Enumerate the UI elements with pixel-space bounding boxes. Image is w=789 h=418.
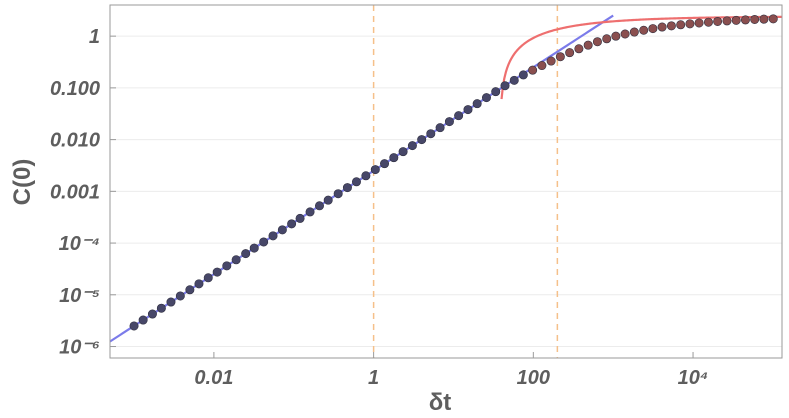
- data-point: [740, 15, 750, 25]
- data-point: [657, 22, 667, 32]
- y-tick-label: 10⁻⁴: [59, 233, 100, 255]
- data-point: [417, 135, 427, 145]
- data-point: [565, 48, 575, 58]
- data-point: [444, 117, 454, 127]
- data-point: [175, 291, 185, 301]
- data-point: [648, 24, 658, 34]
- data-point: [212, 267, 222, 277]
- data-point: [491, 87, 501, 97]
- data-point: [389, 153, 399, 163]
- data-point: [629, 27, 639, 37]
- data-point: [185, 285, 195, 295]
- data-point: [703, 17, 713, 27]
- data-point: [268, 231, 278, 241]
- data-point: [370, 165, 380, 175]
- data-point: [509, 75, 519, 85]
- data-point: [166, 297, 176, 307]
- data-point: [147, 309, 157, 319]
- data-point: [472, 99, 482, 109]
- x-tick-label: 1: [368, 367, 379, 389]
- data-point: [713, 16, 723, 26]
- data-point: [592, 37, 602, 47]
- data-point: [295, 213, 305, 223]
- data-point: [333, 189, 343, 199]
- fit-curves: [109, 14, 783, 343]
- y-tick-label: 10⁻⁵: [59, 285, 100, 307]
- x-ticks: 0.01 1 100 10⁴: [194, 352, 708, 389]
- x-tick-label: 10⁴: [678, 367, 709, 389]
- y-tick-label: 0.010: [50, 130, 100, 152]
- data-point: [407, 141, 417, 151]
- data-point: [305, 207, 315, 217]
- data-point: [750, 14, 760, 24]
- data-point: [342, 183, 352, 193]
- data-point: [203, 273, 213, 283]
- data-point: [759, 14, 769, 24]
- data-point: [602, 34, 612, 44]
- y-tick-label: 0.100: [50, 78, 100, 100]
- data-point: [129, 321, 139, 331]
- data-point: [277, 225, 287, 235]
- data-point: [314, 201, 324, 211]
- data-point: [537, 61, 547, 71]
- y-tick-label: 1: [89, 26, 100, 48]
- data-point: [222, 261, 232, 271]
- data-point: [287, 219, 297, 229]
- data-point: [620, 29, 630, 39]
- data-point: [231, 255, 241, 265]
- data-point: [500, 81, 510, 91]
- y-axis-label: C(0): [9, 159, 36, 206]
- reference-lines: [372, 5, 559, 358]
- gridlines: [110, 35, 782, 348]
- plot-frame: [109, 4, 783, 359]
- data-point: [639, 25, 649, 35]
- data-point: [731, 15, 741, 25]
- x-tick-label: 100: [517, 367, 550, 389]
- y-ticks: 10⁻⁶ 10⁻⁵ 10⁻⁴ 0.001 0.010 0.100 1: [50, 26, 116, 359]
- data-point: [611, 31, 621, 41]
- x-axis-label: δt: [429, 389, 452, 416]
- data-point: [666, 21, 676, 31]
- x-tick-label: 0.01: [194, 367, 233, 389]
- data-point: [463, 105, 473, 115]
- data-point: [259, 237, 269, 247]
- data-point: [454, 111, 464, 121]
- data-point: [398, 147, 408, 157]
- data-point: [528, 65, 538, 75]
- data-point: [351, 177, 361, 187]
- data-point: [722, 16, 732, 26]
- data-points: [129, 14, 778, 331]
- data-point: [138, 315, 148, 325]
- data-point: [481, 93, 491, 103]
- data-point: [546, 56, 556, 66]
- y-tick-label: 10⁻⁶: [59, 337, 100, 359]
- data-point: [194, 279, 204, 289]
- data-point: [694, 18, 704, 28]
- data-point: [676, 20, 686, 30]
- data-point: [555, 52, 565, 62]
- data-point: [583, 40, 593, 50]
- data-point: [323, 195, 333, 205]
- data-point: [768, 14, 778, 24]
- data-point: [156, 303, 166, 313]
- data-point: [249, 243, 259, 253]
- data-point: [380, 159, 390, 169]
- data-point: [241, 249, 251, 259]
- data-point: [426, 129, 436, 139]
- y-tick-label: 0.001: [50, 181, 100, 203]
- data-point: [518, 70, 528, 80]
- data-point: [574, 44, 584, 54]
- data-point: [361, 171, 371, 181]
- data-point: [685, 19, 695, 29]
- data-point: [435, 123, 445, 133]
